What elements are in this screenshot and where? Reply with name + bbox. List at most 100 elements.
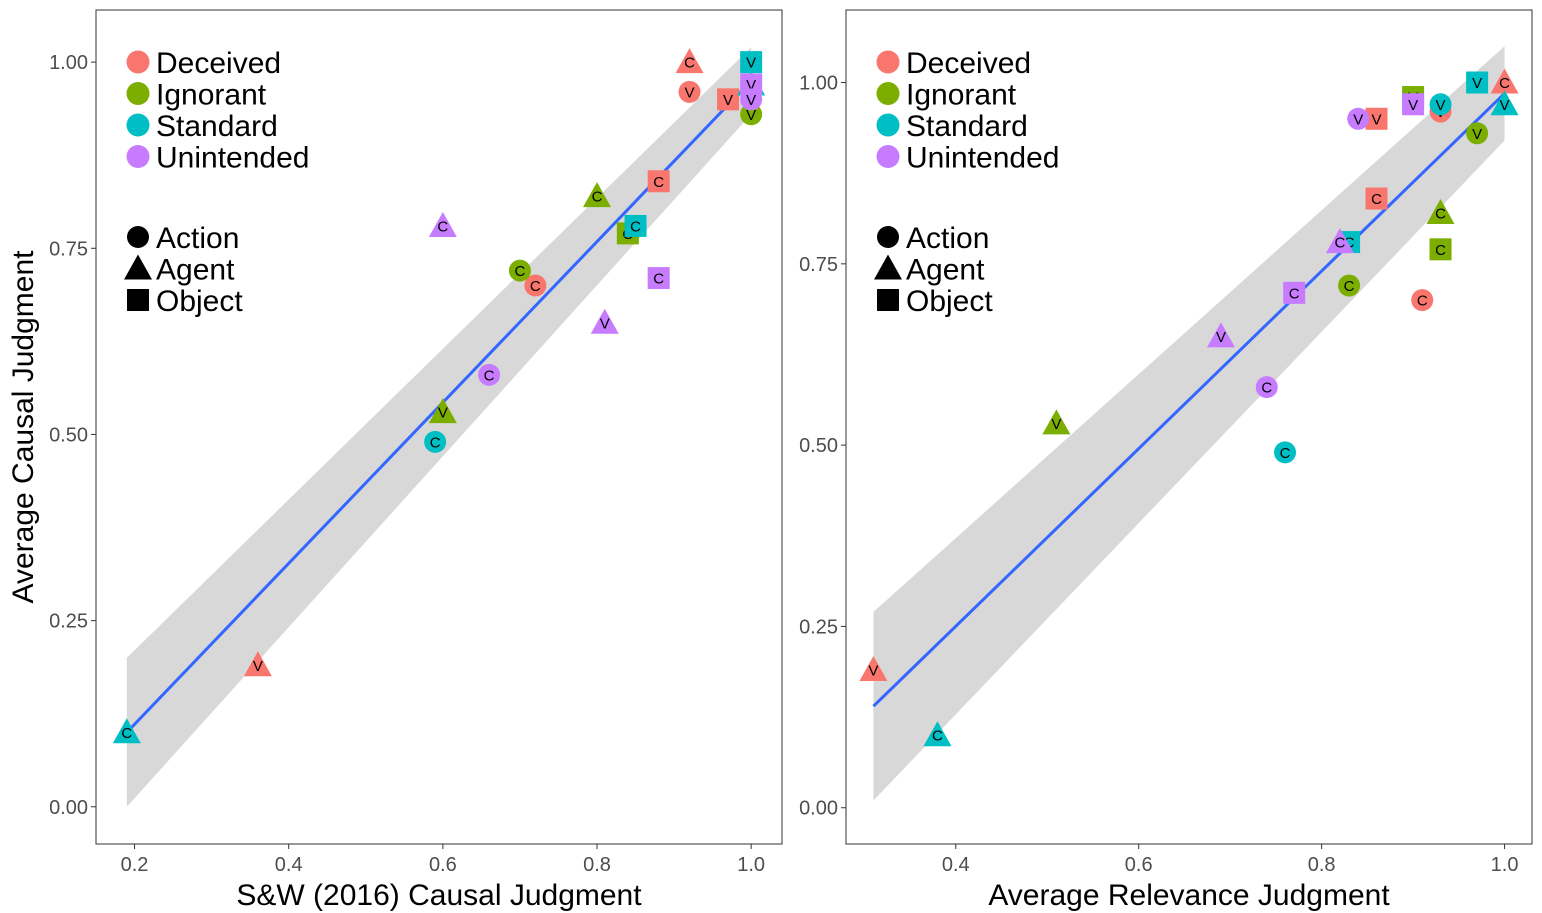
data-point: C xyxy=(647,267,670,290)
x-tick-label: 0.2 xyxy=(121,854,149,876)
data-point: V xyxy=(1347,107,1370,130)
point-marker xyxy=(1338,274,1361,297)
legend-label-object: Object xyxy=(156,285,243,318)
point-label: V xyxy=(1353,111,1363,128)
data-point: V xyxy=(1402,93,1425,116)
triangle-icon xyxy=(874,254,902,280)
x-tick-label: 0.6 xyxy=(1125,854,1153,876)
data-point: C xyxy=(647,170,670,193)
point-marker xyxy=(1426,199,1455,225)
legend-label-ignorant: Ignorant xyxy=(156,79,267,112)
point-marker xyxy=(1402,93,1425,116)
point-label: C xyxy=(515,263,526,280)
y-tick-label: 0.50 xyxy=(799,435,838,457)
data-point: C xyxy=(675,48,704,74)
point-label: V xyxy=(746,77,756,94)
point-marker xyxy=(424,430,447,453)
point-label: V xyxy=(1051,416,1061,433)
legend-swatch-standard xyxy=(876,113,900,137)
legend-swatch-unintended xyxy=(126,145,150,168)
point-label: V xyxy=(1408,97,1418,114)
point-label: V xyxy=(723,92,733,109)
x-tick-label: 1.0 xyxy=(737,854,765,876)
legend-label-agent: Agent xyxy=(156,254,235,287)
data-point: V xyxy=(1429,93,1452,116)
point-marker xyxy=(675,48,704,74)
legend-label-action: Action xyxy=(906,222,989,255)
point-label: C xyxy=(1344,235,1355,252)
point-marker xyxy=(428,398,457,424)
point-marker xyxy=(1325,228,1354,254)
point-marker xyxy=(1283,281,1306,304)
point-marker xyxy=(1255,376,1278,399)
point-label: V xyxy=(1472,75,1482,92)
point-label: C xyxy=(684,55,695,72)
legend-swatch-ignorant xyxy=(126,82,150,105)
data-point: C xyxy=(524,274,547,297)
confidence-band xyxy=(126,47,752,807)
data-point: V xyxy=(1207,322,1236,348)
data-point: C xyxy=(478,363,501,386)
point-label: C xyxy=(1280,445,1291,462)
point-label: C xyxy=(1417,293,1428,310)
x-axis-title: S&W (2016) Causal Judgment xyxy=(236,879,642,912)
data-point: C xyxy=(1429,238,1452,261)
data-point: C xyxy=(1325,228,1354,254)
legend-label-action: Action xyxy=(156,222,239,255)
point-marker xyxy=(112,718,141,744)
point-label: V xyxy=(253,658,263,675)
point-marker xyxy=(647,267,670,290)
data-point: V xyxy=(1466,122,1489,145)
y-tick-label: 0.75 xyxy=(49,238,88,260)
point-marker xyxy=(1411,289,1434,312)
point-marker xyxy=(583,182,612,208)
data-point: V xyxy=(428,398,457,424)
y-tick-label: 0.00 xyxy=(799,798,838,820)
data-point: V xyxy=(859,655,888,681)
legend-swatch-standard xyxy=(126,113,150,137)
point-marker xyxy=(1274,441,1297,464)
data-point: V xyxy=(1042,409,1071,435)
point-label: C xyxy=(592,189,603,206)
legend-label-unintended: Unintended xyxy=(156,142,309,175)
legend-swatch-unintended xyxy=(876,145,900,168)
data-point: V xyxy=(1466,71,1489,94)
point-marker xyxy=(1490,90,1519,116)
data-point: C xyxy=(428,211,457,237)
legend-label-ignorant: Ignorant xyxy=(906,79,1017,112)
data-point: C xyxy=(1365,187,1388,210)
data-point: V xyxy=(243,651,272,677)
x-tick-label: 0.6 xyxy=(429,854,457,876)
point-marker xyxy=(1466,71,1489,94)
point-label: V xyxy=(438,405,448,422)
point-label: C xyxy=(653,174,664,191)
data-point: C xyxy=(583,182,612,208)
point-marker xyxy=(428,211,457,237)
y-tick-label: 0.50 xyxy=(49,424,88,446)
legend-swatch-deceived xyxy=(126,50,150,74)
point-marker xyxy=(923,721,952,747)
point-label: C xyxy=(437,218,448,235)
point-label: C xyxy=(430,434,441,451)
point-marker xyxy=(590,308,619,334)
x-tick-label: 0.4 xyxy=(942,854,970,876)
point-label: C xyxy=(484,367,495,384)
data-point: C xyxy=(508,259,531,282)
chart-panel-right: 0.00 0.25 0.50 0.75 1.00 0.4 0.6 0.8 1.0 Average … xyxy=(799,9,1533,912)
point-label: C xyxy=(1344,278,1355,295)
point-marker xyxy=(1207,322,1236,348)
point-marker xyxy=(740,51,763,74)
x-tick-label: 1.0 xyxy=(1491,854,1519,876)
data-point: C xyxy=(1411,289,1434,312)
y-tick-label: 0.00 xyxy=(49,797,88,819)
legend-label-standard: Standard xyxy=(906,110,1028,143)
point-label: V xyxy=(746,92,756,109)
square-icon xyxy=(877,289,899,311)
legend-label-deceived: Deceived xyxy=(906,47,1031,80)
point-marker xyxy=(1466,122,1489,145)
x-tick-label: 0.4 xyxy=(275,854,303,876)
data-point: V xyxy=(1365,107,1388,130)
y-axis-title: Average Causal Judgment xyxy=(7,250,40,604)
point-label: V xyxy=(1216,329,1226,346)
circle-icon xyxy=(127,226,149,248)
